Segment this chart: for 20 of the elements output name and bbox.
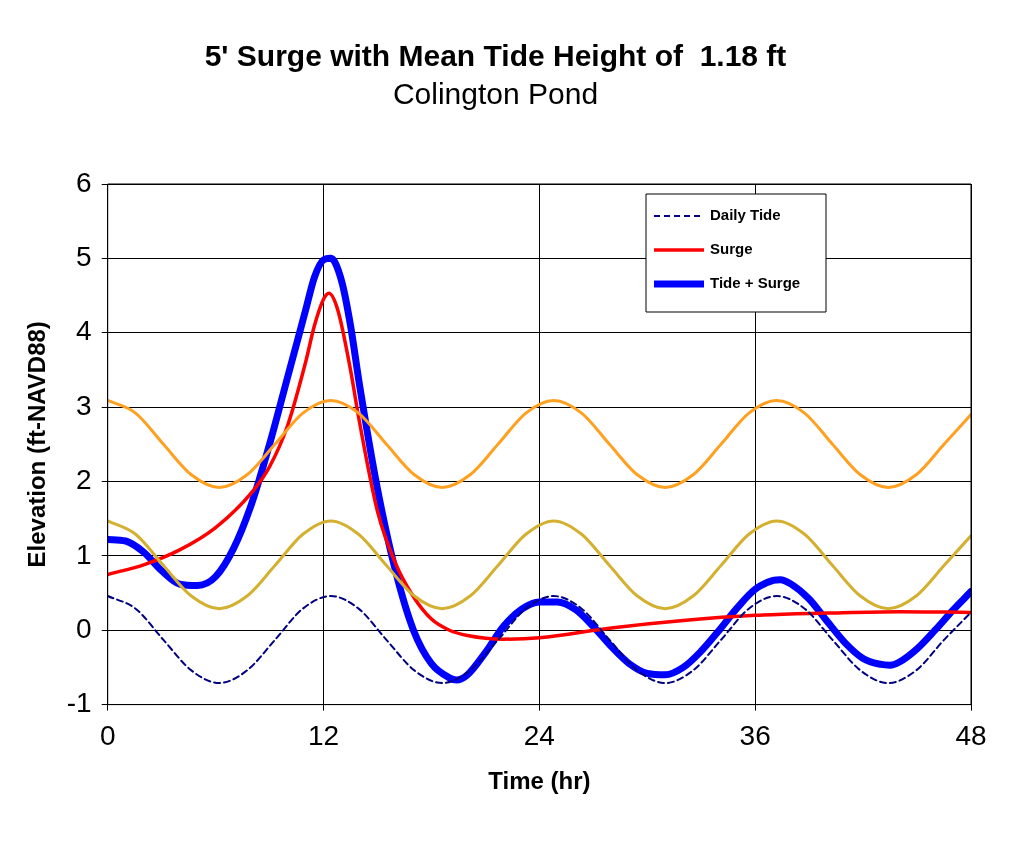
x-tick-label: 0 <box>99 720 116 752</box>
y-tick-label: 5 <box>76 241 92 273</box>
legend-label: Daily Tide <box>710 206 781 224</box>
y-axis-title: Elevation (ft-NAVD88) <box>23 321 51 568</box>
x-tick-label: 48 <box>955 720 987 752</box>
y-tick-label: 4 <box>76 315 92 347</box>
x-tick-label: 36 <box>739 720 771 752</box>
chart-subtitle: Colington Pond <box>392 77 599 111</box>
x-axis-title: Time (hr) <box>488 767 591 795</box>
y-tick-label: 1 <box>76 538 92 570</box>
legend-label: Surge <box>710 240 753 258</box>
y-tick-label: 2 <box>76 464 92 496</box>
legend-label: Tide + Surge <box>710 274 801 292</box>
y-tick-label: 3 <box>76 389 92 421</box>
y-tick-label: 6 <box>76 166 92 198</box>
y-tick-label: -1 <box>66 687 92 719</box>
chart-title: 5' Surge with Mean Tide Height of 1.18 ft <box>204 39 787 73</box>
x-tick-label: 12 <box>307 720 340 752</box>
x-tick-label: 24 <box>523 720 555 752</box>
y-tick-label: 0 <box>76 612 92 644</box>
